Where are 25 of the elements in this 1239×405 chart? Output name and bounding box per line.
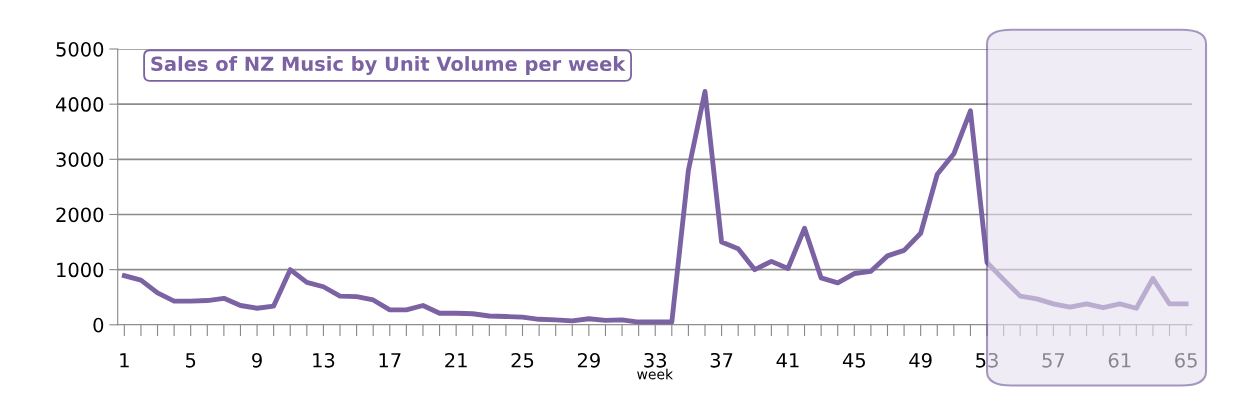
x-tick-label: 13 xyxy=(313,352,335,368)
x-tick-label: 57 xyxy=(1042,353,1065,368)
x-tick-label: 21 xyxy=(445,352,467,368)
x-tick-label: 65 xyxy=(1175,352,1197,368)
x-tick-label: 37 xyxy=(710,352,733,368)
x-tick-label: 33 xyxy=(644,352,667,368)
x-tick-label: 1 xyxy=(120,353,129,368)
x-tick-label: 41 xyxy=(776,353,799,368)
x-tick-label: 45 xyxy=(842,353,865,368)
y-tick-label: 1000 xyxy=(57,262,104,278)
y-tick-label: 2000 xyxy=(56,207,104,223)
line-series xyxy=(121,89,1189,325)
x-axis-title: week xyxy=(637,368,674,380)
y-tick-label: 0 xyxy=(93,317,104,333)
x-tick-label: 5 xyxy=(186,353,196,368)
y-tick-label: 5000 xyxy=(56,41,104,57)
x-tick-label: 29 xyxy=(577,352,600,368)
x-tick-label: 9 xyxy=(252,352,262,368)
y-tick-label: 3000 xyxy=(56,152,104,167)
chart-title: Sales of NZ Music by Unit Volume per week xyxy=(151,56,626,76)
y-tick-label: 4000 xyxy=(55,97,104,112)
x-tick-label: 25 xyxy=(511,352,534,368)
x-tick-label: 49 xyxy=(909,352,932,368)
x-tick-label: 17 xyxy=(379,353,401,368)
x-tick-label: 61 xyxy=(1108,352,1131,368)
